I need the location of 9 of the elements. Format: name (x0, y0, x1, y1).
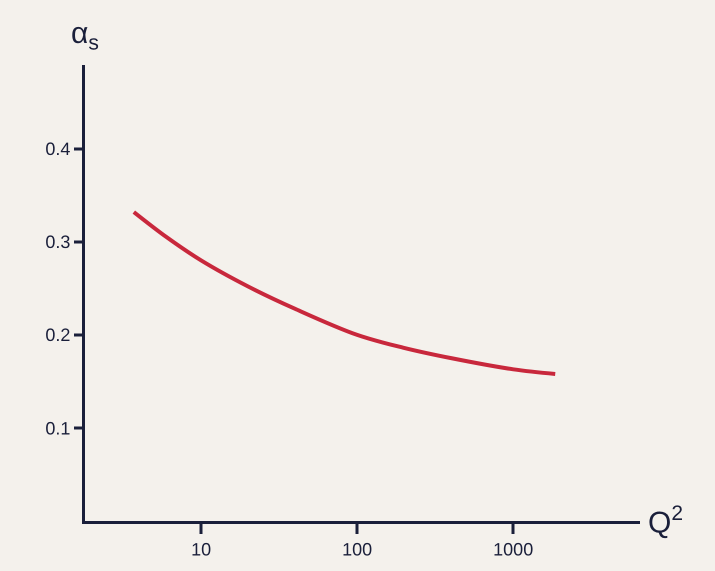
y-axis-title: α$_{s}$ (71, 17, 99, 54)
y-tick-label: 0.2 (45, 325, 70, 346)
x-tick-label: 10 (191, 540, 212, 560)
y-tick-label: 0.3 (45, 232, 70, 252)
x-axis-title: Q$^{2}$ (648, 502, 684, 540)
x-tick-label: 100 (342, 540, 372, 560)
y-tick-label: 0.1 (45, 418, 70, 438)
x-tick-label: 1000 (493, 540, 534, 560)
y-tick-label: 0.4 (45, 139, 70, 160)
